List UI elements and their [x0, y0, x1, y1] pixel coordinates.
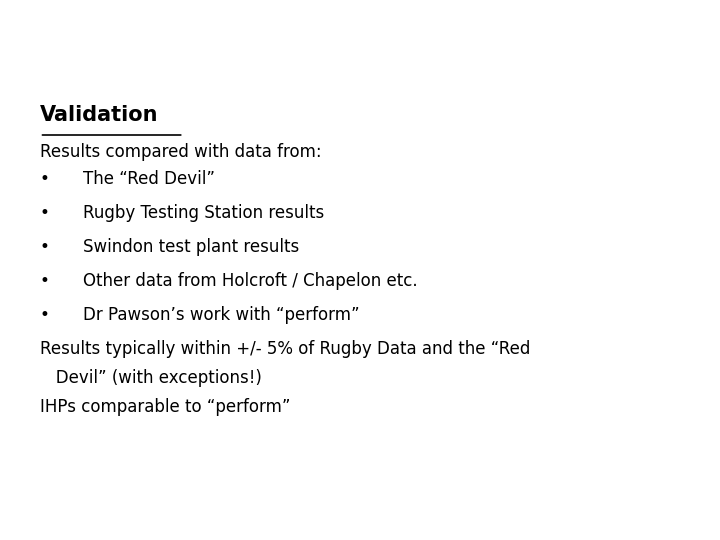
Text: IHPs comparable to “perform”: IHPs comparable to “perform” [40, 398, 290, 416]
Text: Devil” (with exceptions!): Devil” (with exceptions!) [40, 369, 261, 387]
Text: •: • [40, 272, 50, 290]
Text: Dr Pawson’s work with “perform”: Dr Pawson’s work with “perform” [83, 306, 359, 324]
Text: •: • [40, 306, 50, 324]
Text: Rugby Testing Station results: Rugby Testing Station results [83, 204, 324, 222]
Text: Other data from Holcroft / Chapelon etc.: Other data from Holcroft / Chapelon etc. [83, 272, 418, 290]
Text: Validation: Validation [40, 105, 158, 125]
Text: Swindon test plant results: Swindon test plant results [83, 238, 299, 256]
Text: The “Red Devil”: The “Red Devil” [83, 170, 215, 188]
Text: Results typically within +/- 5% of Rugby Data and the “Red: Results typically within +/- 5% of Rugby… [40, 340, 530, 358]
Text: •: • [40, 204, 50, 222]
Text: Results compared with data from:: Results compared with data from: [40, 143, 321, 161]
Text: •: • [40, 238, 50, 256]
Text: •: • [40, 170, 50, 188]
